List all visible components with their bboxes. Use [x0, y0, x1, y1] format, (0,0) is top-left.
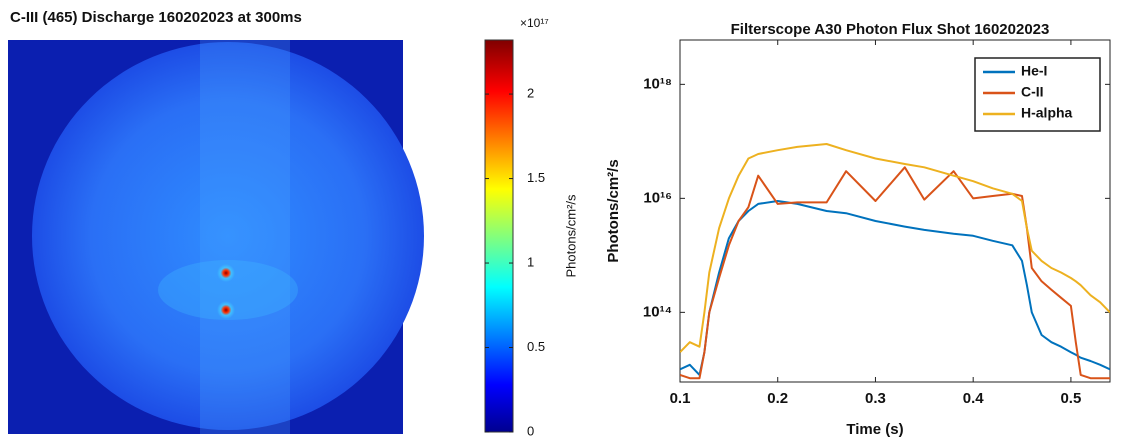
chart-title: Filterscope A30 Photon Flux Shot 1602020… — [731, 21, 1050, 38]
camera-glow — [200, 40, 290, 434]
x-tick-label: 0.3 — [865, 390, 886, 407]
colorbar-tick-label: 0.5 — [527, 339, 545, 354]
x-axis-label: Time (s) — [846, 421, 903, 438]
colorbar-tick-label: 0 — [527, 423, 534, 438]
camera-glow — [158, 260, 298, 320]
x-tick-label: 0.4 — [963, 390, 985, 407]
image-title: C-III (465) Discharge 160202023 at 300ms — [10, 9, 302, 26]
series-line — [680, 200, 1110, 376]
y-tick-label: 10¹⁸ — [643, 75, 672, 92]
legend-label: C-II — [1021, 84, 1044, 100]
legend-label: H-alpha — [1021, 105, 1073, 121]
legend-box — [974, 57, 1101, 132]
plot-lines — [680, 143, 1110, 380]
colorbar — [484, 39, 514, 433]
colorbar-tick-label: 2 — [527, 86, 534, 101]
x-tick-label: 0.2 — [767, 390, 788, 407]
colorbar-exponent: ×10¹⁷ — [520, 16, 549, 30]
camera-disc — [32, 42, 424, 430]
plot-frame — [679, 39, 1111, 383]
y-tick-label: 10¹⁶ — [643, 189, 672, 206]
hot-spot — [217, 301, 235, 319]
y-axis-label: Photons/cm²/s — [605, 159, 622, 262]
series-line — [680, 166, 1110, 380]
colorbar-label: Photons/cm²/s — [563, 194, 578, 278]
series-line — [680, 143, 1110, 353]
x-tick-label: 0.1 — [670, 390, 691, 407]
colorbar-tick-label: 1.5 — [527, 170, 545, 185]
x-tick-label: 0.5 — [1060, 390, 1081, 407]
y-tick-label: 10¹⁴ — [643, 303, 672, 320]
colorbar-tick-label: 1 — [527, 254, 534, 269]
legend-label: He-I — [1021, 63, 1047, 79]
hot-spot — [217, 264, 235, 282]
